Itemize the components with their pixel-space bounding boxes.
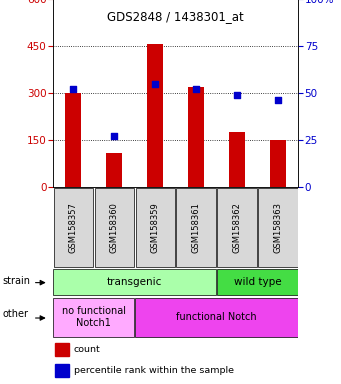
Point (234, 92, 240, 98)
Text: GSM158359: GSM158359 (151, 202, 160, 253)
Bar (55, 364, 69, 377)
Text: no functional
Notch1: no functional Notch1 (62, 306, 126, 328)
Text: wild type: wild type (234, 277, 281, 287)
Bar (65, 93, 81, 187)
Point (193, 86, 199, 92)
Text: other: other (3, 309, 29, 319)
Bar (229, 132, 245, 187)
Point (71, 86, 76, 92)
Bar (53, 269, 216, 295)
Bar (270, 140, 286, 187)
Bar (94, 188, 134, 267)
Point (152, 81, 158, 87)
Text: GSM158360: GSM158360 (110, 202, 119, 253)
Bar (135, 298, 298, 337)
Text: GSM158357: GSM158357 (69, 202, 78, 253)
Text: GSM158363: GSM158363 (273, 202, 282, 253)
Bar (53, 298, 134, 337)
Text: strain: strain (3, 276, 31, 286)
Bar (217, 269, 298, 295)
Bar (188, 87, 204, 187)
Bar (258, 188, 298, 267)
Point (112, 133, 117, 139)
Text: count: count (74, 345, 101, 354)
Bar (176, 188, 216, 267)
Bar (217, 188, 257, 267)
Point (275, 98, 281, 104)
Bar (135, 188, 175, 267)
Text: GDS2848 / 1438301_at: GDS2848 / 1438301_at (107, 10, 244, 23)
Bar (106, 153, 122, 187)
Text: GSM158362: GSM158362 (233, 202, 241, 253)
Bar (54, 188, 93, 267)
Text: percentile rank within the sample: percentile rank within the sample (74, 366, 234, 375)
Bar (55, 343, 69, 356)
Bar (147, 44, 163, 187)
Text: functional Notch: functional Notch (176, 312, 257, 322)
Text: GSM158361: GSM158361 (192, 202, 201, 253)
Text: transgenic: transgenic (107, 277, 162, 287)
